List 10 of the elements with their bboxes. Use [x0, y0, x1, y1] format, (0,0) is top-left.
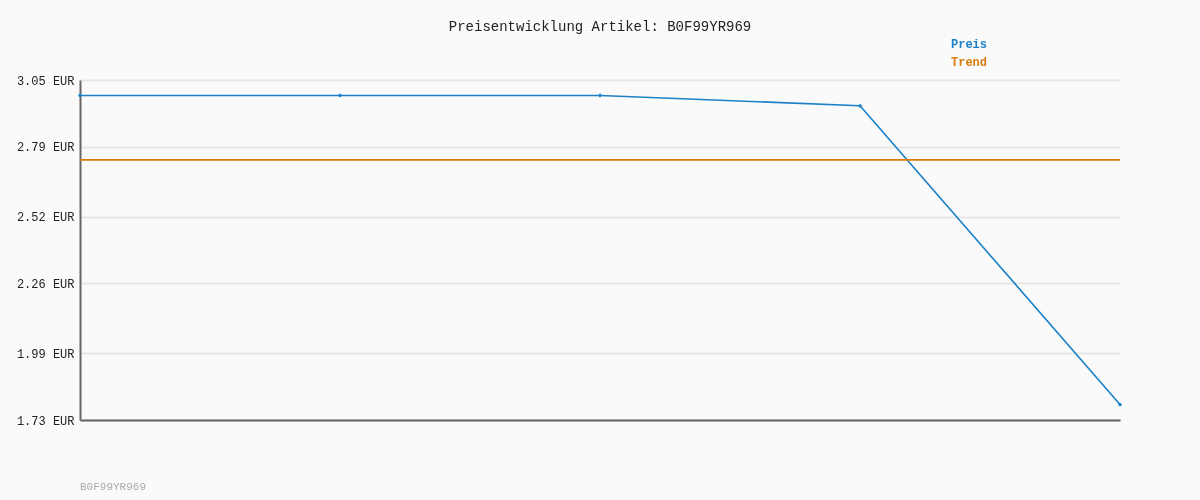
- y-tick-label: 1.99 EUR: [16, 347, 75, 362]
- text: Preis: [951, 38, 988, 52]
- text: B0F99YR969: [80, 481, 147, 493]
- y-tick-label: 1.73 EUR: [16, 414, 75, 429]
- chart-title: Preisentwicklung Artikel: B0F99YR969: [448, 19, 752, 35]
- y-tick-label: 2.79 EUR: [16, 141, 75, 156]
- y-tick-label: 3.05 EUR: [16, 74, 75, 89]
- text: Trend: [951, 56, 988, 70]
- y-tick-label: 2.26 EUR: [16, 277, 75, 292]
- y-tick-label: 2.52 EUR: [16, 211, 75, 226]
